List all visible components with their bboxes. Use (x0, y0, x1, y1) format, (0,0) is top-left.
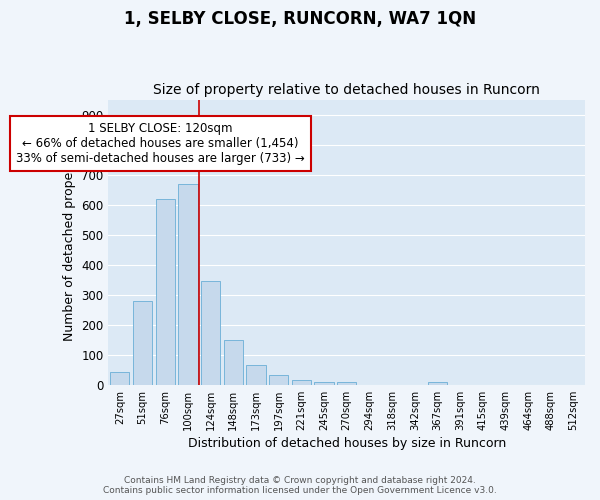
Bar (337, 382, 356, 385)
Bar (428, 382, 447, 385)
Bar (178, 184, 197, 385)
Bar (155, 198, 175, 385)
Text: 1, SELBY CLOSE, RUNCORN, WA7 1QN: 1, SELBY CLOSE, RUNCORN, WA7 1QN (124, 10, 476, 28)
Bar (133, 300, 152, 385)
Y-axis label: Number of detached properties: Number of detached properties (63, 144, 76, 340)
Title: Size of property relative to detached houses in Runcorn: Size of property relative to detached ho… (153, 83, 540, 97)
Bar (269, 375, 288, 385)
Bar (110, 372, 130, 385)
Bar (247, 366, 266, 385)
Bar (224, 340, 243, 385)
Bar (292, 380, 311, 385)
Text: Contains HM Land Registry data © Crown copyright and database right 2024.
Contai: Contains HM Land Registry data © Crown c… (103, 476, 497, 495)
X-axis label: Distribution of detached houses by size in Runcorn: Distribution of detached houses by size … (188, 437, 506, 450)
Text: 1 SELBY CLOSE: 120sqm
← 66% of detached houses are smaller (1,454)
33% of semi-d: 1 SELBY CLOSE: 120sqm ← 66% of detached … (16, 122, 305, 165)
Bar (314, 382, 334, 385)
Bar (201, 281, 220, 385)
